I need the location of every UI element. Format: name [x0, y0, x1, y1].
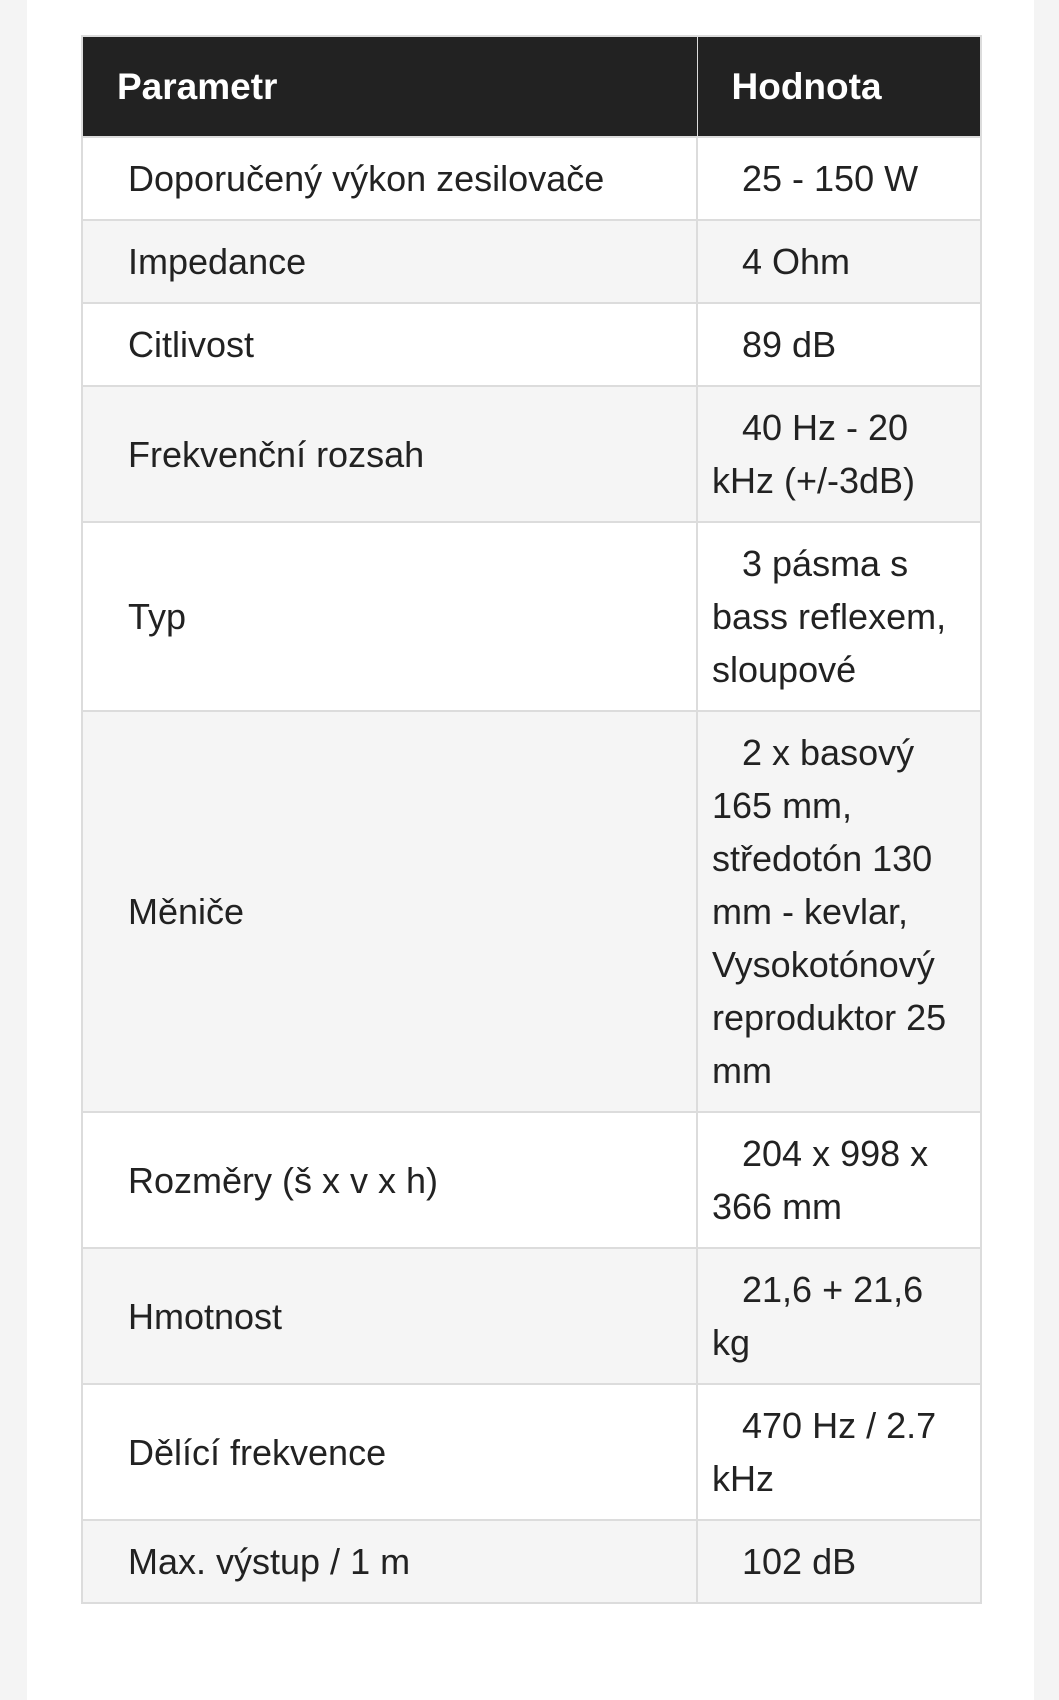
value-cell: 21,6 + 21,6 kg	[696, 1247, 982, 1385]
table-row: Citlivost 89 dB	[81, 302, 982, 387]
table-row: Doporučený výkon zesilovače 25 - 150 W	[81, 136, 982, 221]
param-cell: Měniče	[81, 710, 698, 1113]
table-row: Hmotnost 21,6 + 21,6 kg	[81, 1247, 982, 1385]
value-cell: 25 - 150 W	[696, 136, 982, 221]
table-row: Impedance 4 Ohm	[81, 219, 982, 304]
value-cell: 2 x basový 165 mm, středotón 130 mm - ke…	[696, 710, 982, 1113]
param-cell: Dělící frekvence	[81, 1383, 698, 1521]
param-cell: Citlivost	[81, 302, 698, 387]
param-cell: Doporučený výkon zesilovače	[81, 136, 698, 221]
spec-table: Parametr Hodnota Doporučený výkon zesilo…	[81, 35, 982, 1604]
value-cell: 89 dB	[696, 302, 982, 387]
table-row: Typ 3 pásma s bass reflexem, sloupové	[81, 521, 982, 712]
content-card: Parametr Hodnota Doporučený výkon zesilo…	[27, 0, 1034, 1700]
param-cell: Hmotnost	[81, 1247, 698, 1385]
table-row: Dělící frekvence 470 Hz / 2.7 kHz	[81, 1383, 982, 1521]
header-hodnota: Hodnota	[696, 35, 982, 138]
value-cell: 102 dB	[696, 1519, 982, 1604]
param-cell: Impedance	[81, 219, 698, 304]
value-cell: 40 Hz - 20 kHz (+/-3dB)	[696, 385, 982, 523]
param-cell: Typ	[81, 521, 698, 712]
value-cell: 470 Hz / 2.7 kHz	[696, 1383, 982, 1521]
param-cell: Rozměry (š x v x h)	[81, 1111, 698, 1249]
value-cell: 4 Ohm	[696, 219, 982, 304]
value-cell: 204 x 998 x 366 mm	[696, 1111, 982, 1249]
table-row: Měniče 2 x basový 165 mm, středotón 130 m…	[81, 710, 982, 1113]
value-cell: 3 pásma s bass reflexem, sloupové	[696, 521, 982, 712]
header-parametr: Parametr	[81, 35, 698, 138]
table-row: Rozměry (š x v x h) 204 x 998 x 366 mm	[81, 1111, 982, 1249]
param-cell: Max. výstup / 1 m	[81, 1519, 698, 1604]
table-row: Max. výstup / 1 m 102 dB	[81, 1519, 982, 1604]
param-cell: Frekvenční rozsah	[81, 385, 698, 523]
table-header-row: Parametr Hodnota	[81, 35, 982, 138]
table-row: Frekvenční rozsah 40 Hz - 20 kHz (+/-3dB)	[81, 385, 982, 523]
